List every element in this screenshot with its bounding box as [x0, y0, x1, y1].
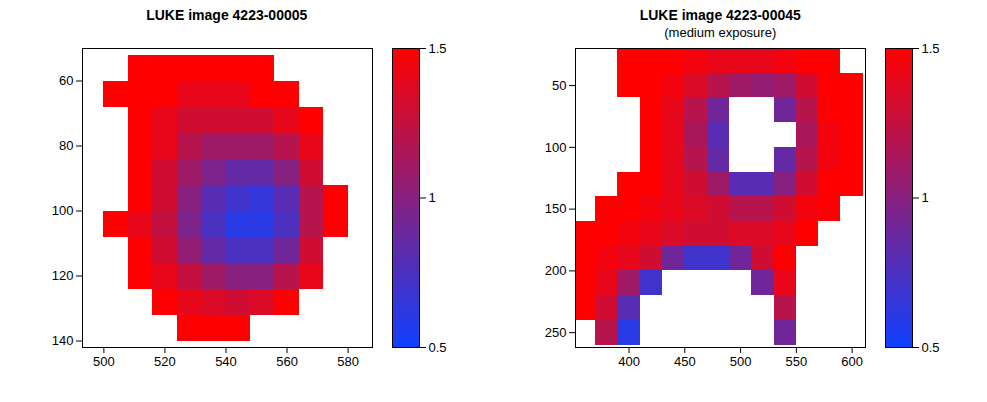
- html-text:(medium exposure): (medium exposure): [664, 25, 777, 40]
- svg-text:1: 1: [428, 190, 435, 205]
- svg-text:500: 500: [730, 354, 752, 369]
- svg-text:520: 520: [154, 354, 176, 369]
- svg-text:400: 400: [618, 354, 640, 369]
- svg-text:50: 50: [552, 78, 566, 93]
- html-text:LUKE image 4223-00045: LUKE image 4223-00045: [639, 7, 801, 23]
- svg-text:120: 120: [52, 268, 74, 283]
- svg-text:560: 560: [276, 354, 298, 369]
- svg-text:60: 60: [59, 73, 73, 88]
- svg-text:100: 100: [545, 140, 567, 155]
- svg-text:200: 200: [545, 263, 567, 278]
- svg-text:0.5: 0.5: [428, 340, 446, 355]
- svg-text:500: 500: [93, 354, 115, 369]
- svg-text:1.5: 1.5: [428, 42, 446, 56]
- svg-text:450: 450: [674, 354, 696, 369]
- svg-text:0.5: 0.5: [922, 340, 940, 355]
- svg-text:100: 100: [52, 203, 74, 218]
- svg-text:80: 80: [59, 138, 73, 153]
- svg-text:600: 600: [842, 354, 864, 369]
- svg-text:150: 150: [545, 201, 567, 216]
- svg-text:550: 550: [786, 354, 808, 369]
- svg-text:540: 540: [215, 354, 237, 369]
- html-text:LUKE image 4223-00005: LUKE image 4223-00005: [146, 7, 308, 23]
- svg-text:250: 250: [545, 325, 567, 340]
- svg-text:1: 1: [922, 190, 929, 205]
- svg-text:140: 140: [52, 333, 74, 348]
- svg-text:580: 580: [337, 354, 359, 369]
- svg-text:1.5: 1.5: [922, 42, 940, 56]
